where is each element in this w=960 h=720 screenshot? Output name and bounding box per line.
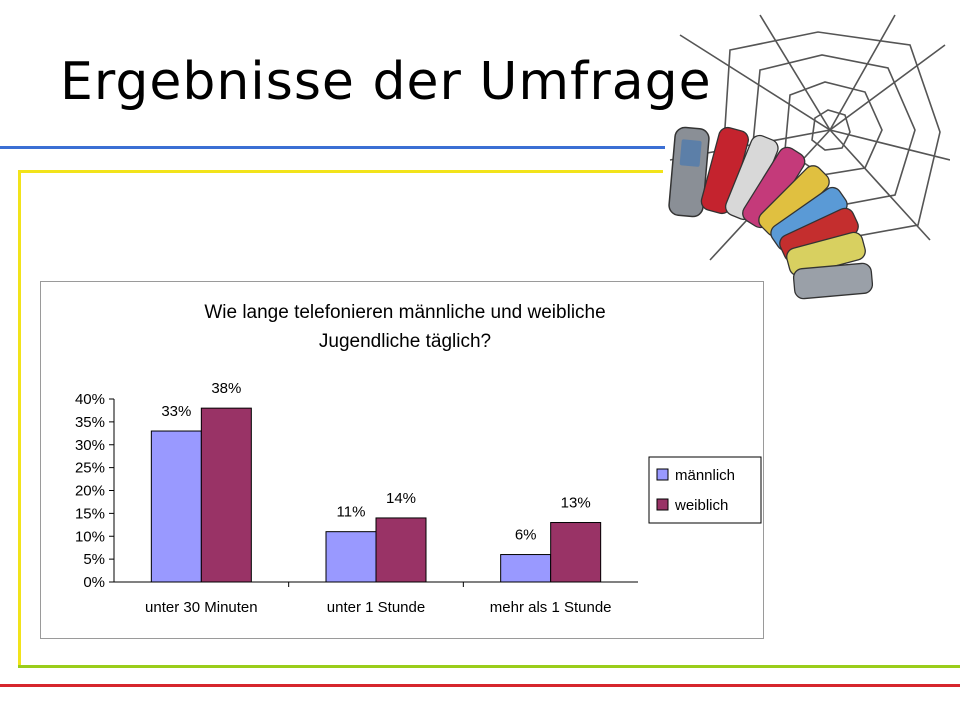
- slide-title: Ergebnisse der Umfrage: [60, 52, 712, 112]
- y-tick-label: 15%: [75, 505, 105, 522]
- legend-label: weiblich: [674, 497, 728, 514]
- yellow-frame-left: [18, 170, 21, 667]
- x-tick-label: unter 1 Stunde: [327, 599, 425, 616]
- y-tick-label: 20%: [75, 483, 105, 500]
- chart-title-line-1: Wie lange telefonieren männliche und wei…: [204, 302, 605, 323]
- bar: [375, 517, 427, 583]
- y-tick-label: 25%: [75, 460, 105, 477]
- x-tick-label: unter 30 Minuten: [145, 599, 258, 616]
- legend: männlich weiblich: [648, 456, 762, 524]
- chart-title-line-2: Jugendliche täglich?: [319, 331, 491, 352]
- y-tick-label: 30%: [75, 437, 105, 454]
- y-tick-label: 10%: [75, 528, 105, 545]
- bar-chart: Wie lange telefonieren männliche und wei…: [75, 302, 762, 616]
- bar: [325, 531, 377, 583]
- blue-title-rule: [0, 146, 665, 149]
- legend-swatch: [656, 498, 669, 511]
- legend-label: männlich: [675, 467, 735, 484]
- plot-area: 0% 5% 10% 15% 20% 25% 30% 35% 40% unter 30 Minute…: [75, 380, 638, 616]
- mobile-phones-icon: [668, 126, 874, 300]
- data-label: 38%: [211, 380, 241, 397]
- legend-box: [648, 456, 762, 524]
- data-label: 13%: [561, 495, 591, 512]
- bar: [150, 430, 202, 583]
- y-tick-label: 40%: [75, 391, 105, 408]
- yellow-frame-top: [18, 170, 663, 173]
- legend-swatch: [656, 468, 669, 481]
- x-tick-label: mehr als 1 Stunde: [490, 599, 612, 616]
- y-tick-label: 0%: [83, 574, 105, 591]
- data-label: 11%: [337, 504, 366, 521]
- bar: [500, 554, 552, 583]
- spiderweb-phones-illustration: [668, 14, 950, 300]
- bar: [550, 522, 602, 583]
- y-tick-label: 35%: [75, 414, 105, 431]
- data-label: 14%: [386, 490, 416, 507]
- green-frame-bottom: [18, 665, 960, 668]
- data-label: 33%: [161, 403, 191, 420]
- chart-frame: Wie lange telefonieren männliche und wei…: [40, 281, 764, 639]
- red-bottom-rule: [0, 684, 960, 687]
- bar: [200, 407, 252, 583]
- y-tick-label: 5%: [83, 551, 105, 568]
- data-label: 6%: [515, 527, 537, 544]
